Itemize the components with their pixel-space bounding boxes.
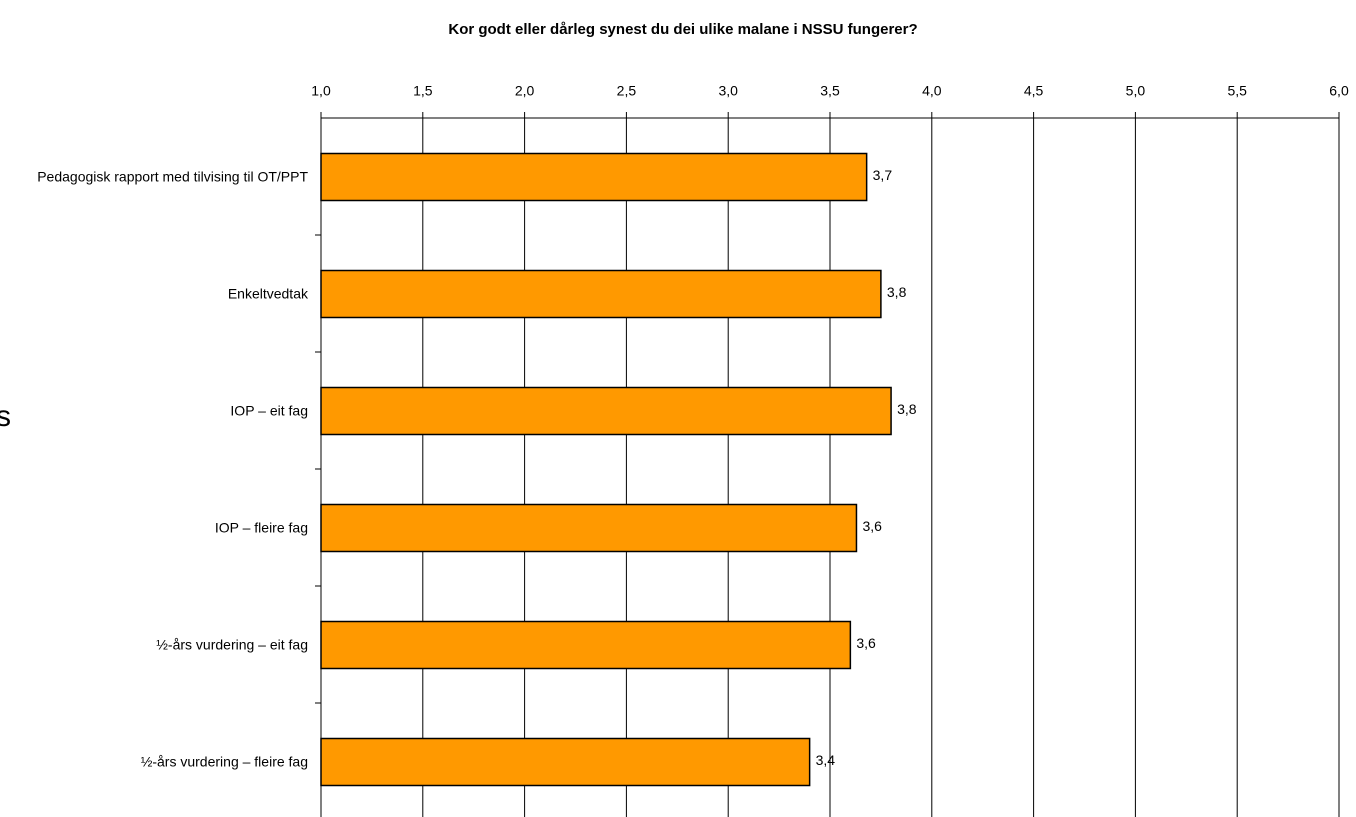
value-label: 3,8 — [897, 401, 917, 417]
value-label: 3,6 — [856, 635, 876, 651]
category-label-box: Enkeltvedtak — [8, 285, 308, 302]
category-label-box: ½-års vurdering – fleire fag — [8, 753, 308, 770]
y-tick-label: IOP – fleire fag — [214, 519, 308, 535]
side-text: s — [0, 400, 11, 433]
value-label: 3,4 — [816, 752, 836, 768]
x-tick-label: 3,5 — [820, 83, 840, 99]
y-tick-label: IOP – eit fag — [230, 402, 308, 418]
x-tick-label: 2,5 — [617, 83, 637, 99]
y-tick-label: ½-års vurdering – eit fag — [156, 636, 308, 652]
category-label-box: IOP – eit fag — [8, 402, 308, 419]
y-tick-label: ½-års vurdering – fleire fag — [140, 753, 308, 769]
x-tick-label: 4,5 — [1024, 83, 1044, 99]
bar — [320, 503, 858, 553]
x-tick-label: 5,0 — [1126, 83, 1146, 99]
x-tick-label: 1,5 — [413, 83, 433, 99]
chart-title: Kor godt eller dårleg synest du dei ulik… — [448, 21, 917, 38]
bar — [320, 269, 882, 319]
bar — [320, 620, 852, 670]
value-label: 3,8 — [887, 284, 907, 300]
value-label: 3,7 — [873, 167, 893, 183]
category-label-box: Pedagogisk rapport med tilvising til OT/… — [8, 168, 308, 185]
x-tick-label: 3,0 — [718, 83, 738, 99]
y-tick-label: Pedagogisk rapport med tilvising til OT/… — [37, 168, 308, 184]
category-label-box: ½-års vurdering – eit fag — [8, 636, 308, 653]
x-tick-label: 2,0 — [515, 83, 535, 99]
bar — [320, 386, 892, 436]
x-tick-label: 4,0 — [922, 83, 942, 99]
x-tick-label: 5,5 — [1227, 83, 1247, 99]
bar — [320, 152, 868, 202]
category-label-box: IOP – fleire fag — [8, 519, 308, 536]
bar — [320, 737, 811, 787]
y-tick-label: Enkeltvedtak — [227, 285, 308, 301]
x-tick-label: 6,0 — [1329, 83, 1349, 99]
x-tick-label: 1,0 — [311, 83, 331, 99]
value-label: 3,6 — [862, 518, 882, 534]
